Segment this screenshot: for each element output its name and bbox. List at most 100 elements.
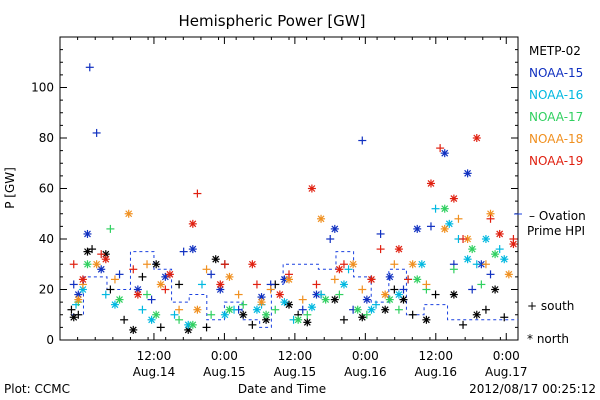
north-point [440,224,449,233]
north-point [468,245,477,254]
north-point [491,285,500,294]
north-point [413,224,422,233]
x-tick-date: Aug.15 [203,365,246,379]
south-point [179,247,188,256]
north-point [312,290,321,299]
south-point [207,270,216,279]
north-point [449,290,458,299]
x-tick-hour: 12:00 [278,349,313,363]
south-point [330,275,339,284]
south-point [69,280,78,289]
south-point [399,285,408,294]
north-point [188,245,197,254]
south-point [85,63,94,72]
north-point [472,134,481,142]
south-point [266,285,275,294]
south-point [285,270,293,279]
south-point [459,235,468,243]
y-tick-label: 0 [46,333,54,347]
south-point [358,285,367,294]
series-noaa-18 [74,209,513,314]
south-point [115,270,124,279]
y-tick-label: 100 [31,81,54,95]
north-point [307,303,316,312]
south-point [335,290,344,299]
north-point [129,325,138,334]
south-point [404,275,413,284]
north-point [491,250,500,259]
north-point [257,298,266,307]
north-point [426,179,435,188]
north-point [239,310,248,319]
south-point [358,136,367,145]
legend-item: NOAA-17 [529,110,583,124]
north-point [225,305,234,314]
axes: 0 20 40 60 80 100 12:00 Aug.14 0:00 Aug.15 12:00 Au… [31,37,528,379]
north-point [216,280,225,289]
south-point [298,305,307,314]
north-point [330,295,339,304]
ovation-hpi-line [71,251,518,328]
ovation-label-line2: Prime HPI [527,224,585,238]
south-point [390,260,399,269]
north-point [83,229,92,238]
north-point [413,275,422,284]
north-point [165,270,174,279]
north-point [381,305,390,314]
north-point [225,272,234,281]
south-point [298,295,307,304]
north-point [399,295,408,304]
south-point [271,305,280,314]
north-point [445,219,454,228]
north-point [367,305,376,314]
south-point [69,260,78,269]
y-axis-label: P [GW] [3,167,17,209]
south-point [468,285,477,294]
x-tick-date: Aug.16 [344,365,387,379]
south-point [486,270,495,279]
north-point [472,310,481,319]
legend-item: NOAA-19 [529,154,583,168]
north-point [152,260,161,269]
north-point [317,214,326,223]
north-point [381,290,390,299]
south-point [220,260,229,269]
series-metp-02 [67,245,509,334]
south-point [175,315,184,324]
series-noaa-16 [72,204,509,329]
south-point [92,128,101,137]
north-point [486,209,495,218]
north-point [500,255,509,264]
legend: METP-02 NOAA-15 NOAA-16 NOAA-17 NOAA-18 NOAA-… [529,44,583,168]
north-point [211,255,220,264]
south-point [454,214,463,223]
north-point [280,298,289,307]
y-tick-label: 20 [39,283,54,297]
south-point [344,265,353,274]
north-point [303,318,312,327]
south-point [372,300,381,309]
south-point [339,260,348,269]
north-point [193,305,202,314]
south-point [207,310,216,319]
x-tick-date: Aug.15 [274,365,317,379]
south-point [143,260,152,269]
south-point [202,265,211,274]
south-point [129,265,138,274]
south-point [431,290,440,299]
south-point [436,144,445,153]
ovation-line [71,213,522,328]
x-axis-label: Date and Time [238,382,326,396]
north-point [330,224,339,233]
south-point [67,305,76,314]
south-point [175,280,184,289]
north-point [504,270,513,279]
south-point [500,313,509,322]
north-point [92,260,101,269]
south-point [120,315,129,324]
series-noaa-17 [74,204,500,329]
legend-item: NOAA-16 [529,88,583,102]
south-point [202,323,211,332]
north-point [321,295,330,304]
